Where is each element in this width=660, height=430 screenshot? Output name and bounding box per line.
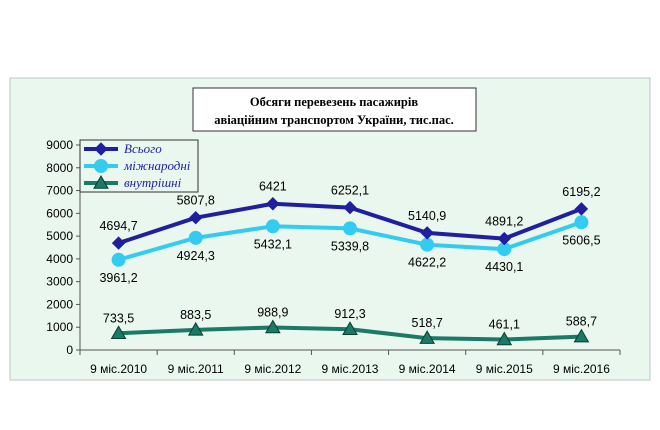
data-label: 883,5 [180,308,211,322]
x-tick-label: 9 міс.2016 [553,362,610,376]
chart-title-line-1: Обсяги перевезень пасажирів [250,95,418,109]
point-circle-marker [497,242,512,257]
point-circle-marker [265,219,280,234]
x-tick-label: 9 міс.2012 [244,362,301,376]
data-label: 5606,5 [562,233,600,247]
point-diamond-marker [94,142,108,156]
data-label: 6421 [259,180,287,194]
point-diamond-marker [343,200,357,215]
point-triangle-marker [110,325,127,340]
point-diamond-marker [266,197,280,211]
point-diamond-marker [574,202,589,216]
x-tick-label: 9 міс.2010 [90,362,147,376]
y-tick-label: 4000 [46,252,73,266]
data-label: 588,7 [566,315,597,329]
data-label: 4891,2 [485,215,523,229]
y-tick-label: 5000 [46,229,73,243]
data-label: 4924,3 [177,249,215,263]
data-label: 4430,1 [485,260,523,274]
point-circle-marker [188,230,203,245]
point-triangle-marker [342,321,358,335]
data-label: 3961,2 [99,271,137,285]
point-triangle-marker [419,330,436,344]
y-tick-label: 3000 [46,275,73,289]
chart-title-box [192,87,477,132]
point-diamond-marker [497,231,511,246]
data-label: 5807,8 [177,194,215,208]
data-label: 5432,1 [254,237,292,251]
point-circle-marker [94,159,108,173]
point-circle-marker [420,237,435,252]
data-label: 5140,9 [408,209,446,223]
y-tick-label: 9000 [46,138,73,152]
y-tick-label: 1000 [46,320,73,334]
y-tick-label: 0 [66,343,73,357]
data-label: 4694,7 [99,219,137,233]
point-circle-marker [574,215,589,230]
data-label: 6195,2 [562,185,600,199]
x-tick-label: 9 міс.2011 [168,362,224,376]
data-label: 4622,2 [408,256,446,270]
legend-label: внутрішні [124,175,182,190]
data-label: 912,3 [334,307,365,321]
y-tick-label: 2000 [46,297,73,311]
y-tick-label: 7000 [46,184,73,198]
legend-label: міжнародні [123,158,191,173]
x-tick-label: 9 міс.2014 [399,362,456,376]
point-circle-marker [343,221,357,236]
chart-title-line-2: авіаційним транспортом України, тис.пас. [214,113,454,127]
data-label: 988,9 [257,305,288,319]
data-label: 518,7 [412,316,443,330]
data-label: 6252,1 [331,184,369,198]
point-diamond-marker [111,236,126,250]
data-label: 5339,8 [331,239,369,253]
legend-label: Всього [124,141,162,156]
data-label: 733,5 [103,311,134,325]
point-triangle-marker [187,321,204,336]
y-tick-label: 8000 [46,161,73,175]
point-triangle-marker [573,328,590,343]
point-diamond-marker [420,226,434,240]
x-tick-label: 9 міс.2015 [476,362,533,376]
point-triangle-marker [496,331,513,346]
point-triangle-marker [264,319,281,334]
point-triangle-marker [93,174,109,189]
point-diamond-marker [189,211,203,225]
point-circle-marker [111,252,126,267]
y-tick-label: 6000 [46,206,73,220]
data-label: 461,1 [489,317,520,331]
x-tick-label: 9 міс.2013 [322,362,379,376]
